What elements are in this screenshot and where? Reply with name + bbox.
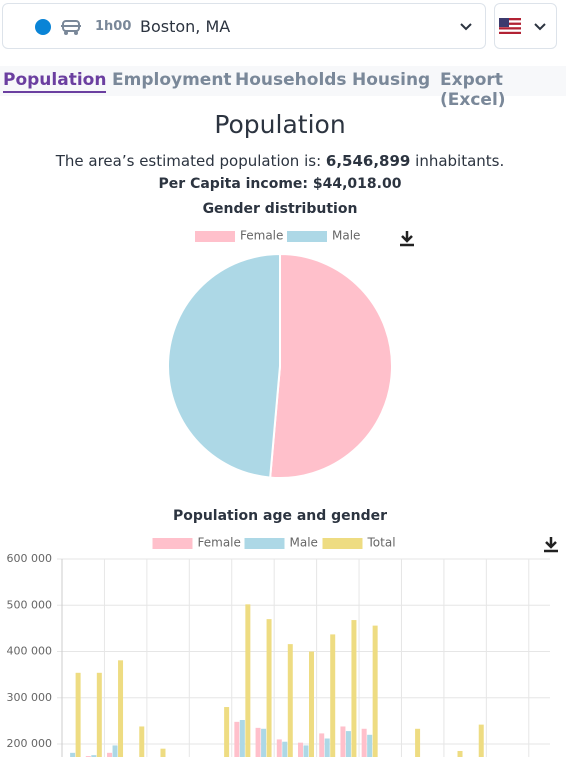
flag-icon [499, 18, 546, 34]
bar [245, 604, 251, 757]
chevron [460, 23, 472, 31]
bar [255, 727, 261, 757]
location: Boston, MA [140, 17, 231, 36]
bar [309, 651, 314, 757]
legend-swatch [244, 538, 285, 549]
tab-bar: Population Employment Households Housing… [0, 66, 566, 110]
tab[interactable]: Housing [352, 70, 431, 90]
bar [282, 741, 288, 757]
section-title: Population [214, 110, 346, 139]
bar [298, 742, 303, 757]
bar [139, 726, 145, 757]
download-button[interactable] [544, 537, 558, 553]
legend-label: Total [367, 536, 396, 550]
bar [239, 719, 245, 757]
bar [319, 733, 325, 757]
bar [107, 752, 113, 757]
bar [287, 644, 293, 757]
bar [361, 728, 367, 757]
legend-swatch [152, 538, 193, 549]
bar [367, 734, 373, 757]
tab[interactable]: Households [235, 70, 347, 90]
bar [261, 728, 267, 757]
download-button[interactable] [400, 231, 414, 247]
income-text: Per Capita income: $44,018.00 [158, 176, 402, 192]
bar [112, 745, 118, 757]
population-text: The area’s estimated population is: 6,54… [0, 152, 560, 170]
bar [351, 620, 357, 757]
legend-swatch [287, 231, 327, 242]
mode-icons [35, 19, 81, 35]
bar [266, 619, 272, 757]
bar [70, 752, 76, 757]
pie-slice [167, 252, 281, 479]
y-tick-label: 600 000 [7, 552, 53, 565]
bar [234, 721, 240, 757]
bar [457, 750, 463, 757]
bar [91, 755, 97, 757]
population-value: 6,546,899 [325, 152, 411, 170]
bar [276, 739, 282, 757]
bar [303, 745, 309, 757]
bar-chart: Population age and gender Female Male Tota… [7, 508, 558, 757]
y-tick-label: 400 000 [7, 645, 53, 658]
bar [96, 672, 102, 757]
text: The area’s estimated population is: [55, 152, 322, 170]
legend-label: Female [240, 229, 283, 243]
pie-chart: Gender distribution Female Male [167, 201, 414, 479]
travel-time: 1h00 [95, 19, 132, 34]
y-tick-label: 300 000 [7, 691, 53, 704]
y-tick-label: 500 000 [7, 598, 53, 611]
chart-title: Gender distribution [203, 201, 358, 217]
language-selector[interactable] [494, 3, 557, 49]
bar [75, 672, 81, 757]
text: inhabitants. [415, 152, 505, 170]
tab[interactable]: Export (Excel) [440, 70, 506, 110]
bar [160, 748, 166, 757]
legend-swatch [195, 231, 235, 242]
bar [415, 728, 421, 757]
location-selector[interactable]: 1h00 Boston, MA [2, 3, 486, 49]
bar [324, 738, 330, 757]
tab[interactable]: Employment [112, 70, 232, 90]
y-tick-label: 200 000 [7, 737, 53, 750]
bar [345, 731, 351, 757]
bar [340, 726, 346, 757]
bar [224, 707, 230, 757]
bar [372, 625, 378, 757]
legend-label: Male [332, 229, 360, 243]
bar [330, 634, 336, 757]
legend-swatch [322, 538, 363, 549]
legend-label: Male [290, 536, 318, 550]
chart-title: Population age and gender [173, 508, 387, 524]
bar [118, 660, 124, 757]
tab[interactable]: Population [3, 70, 107, 93]
legend-label: Female [198, 536, 241, 550]
bar [478, 724, 484, 757]
pie-slice [269, 252, 393, 479]
